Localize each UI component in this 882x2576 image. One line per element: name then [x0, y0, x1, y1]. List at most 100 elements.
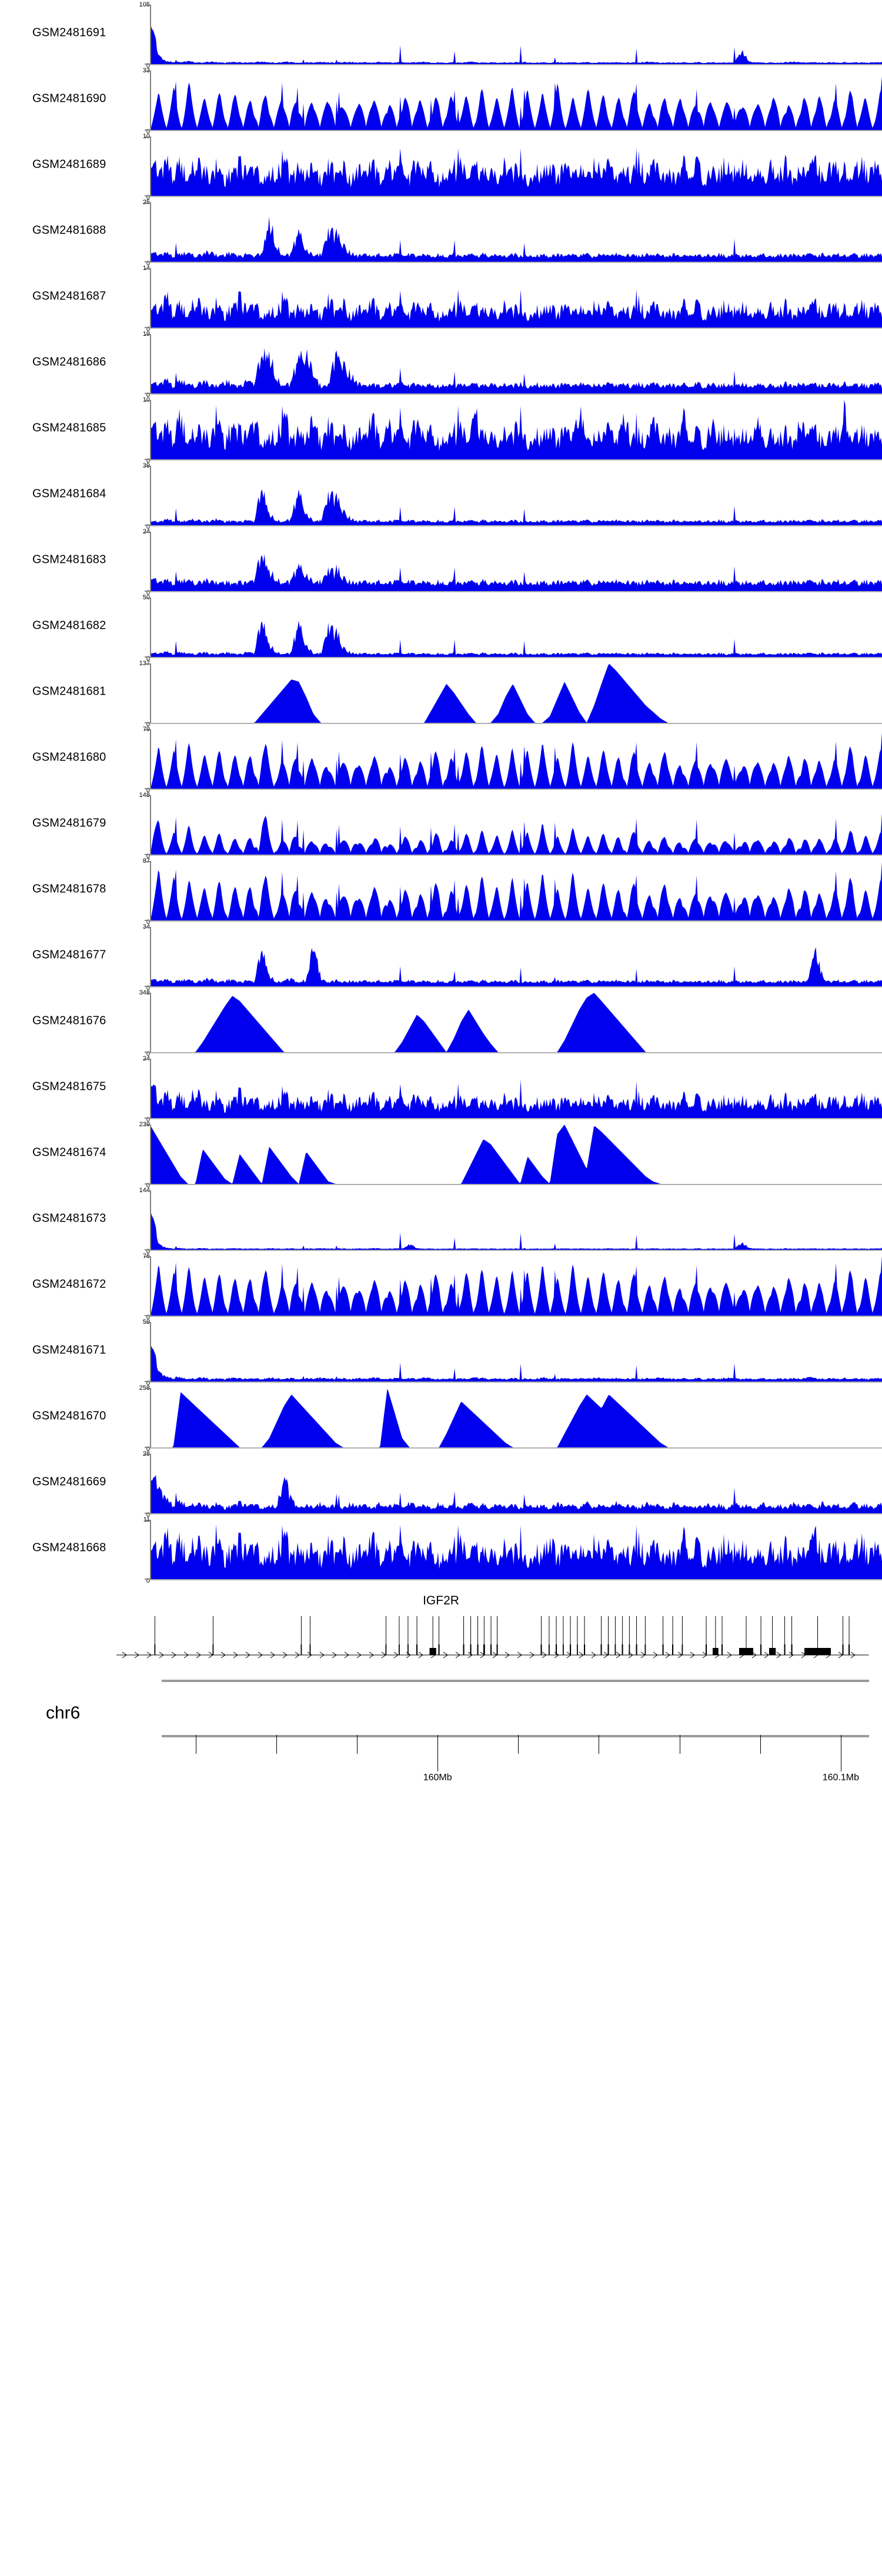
coverage-plot[interactable]: [151, 1190, 882, 1250]
axis-tick-bottom: [145, 920, 150, 921]
coverage-plot[interactable]: [151, 202, 882, 262]
coverage-plot[interactable]: [151, 466, 882, 525]
coverage-plot[interactable]: [151, 993, 882, 1052]
coverage-track[interactable]: GSM24816702580: [0, 1383, 882, 1453]
coverage-plot[interactable]: [151, 1322, 882, 1382]
axis-tick-bottom: [145, 854, 150, 855]
track-y-axis: [150, 1190, 151, 1250]
coverage-track[interactable]: GSM2481673 144 0: [0, 1186, 882, 1255]
coverage-track[interactable]: GSM2481674 239 0: [0, 1120, 882, 1189]
coverage-track[interactable]: GSM2481683240: [0, 527, 882, 596]
track-y-axis: [150, 1520, 151, 1580]
coverage-plot[interactable]: [151, 136, 882, 196]
coverage-track[interactable]: GSM2481681 137 0: [0, 659, 882, 728]
axis-tick-bottom: [145, 1052, 150, 1053]
axis-tick-minor: [760, 1735, 761, 1754]
axis-min-label: 0: [146, 260, 150, 267]
coverage-plot[interactable]: [151, 927, 882, 986]
coverage-track[interactable]: GSM2481685100: [0, 395, 882, 465]
axis-min-label: 0: [146, 1380, 150, 1387]
axis-min-label: 0: [146, 1182, 150, 1189]
track-y-axis: [150, 136, 151, 196]
coverage-plot[interactable]: [151, 1059, 882, 1118]
track-label: GSM2481689: [32, 158, 106, 171]
coverage-track[interactable]: GSM2481690330: [0, 66, 882, 135]
coverage-track[interactable]: GSM2481671590: [0, 1317, 882, 1387]
track-baseline: [150, 1184, 882, 1185]
coverage-plot[interactable]: [151, 663, 882, 723]
axis-min-label: 0: [146, 919, 150, 926]
axis-tick-bottom: [145, 195, 150, 196]
coverage-plot[interactable]: [151, 861, 882, 920]
coverage-plot[interactable]: [151, 598, 882, 657]
axis-min-label: 0: [146, 1050, 150, 1057]
coverage-track[interactable]: GSM24816791480: [0, 790, 882, 860]
track-y-axis: [150, 466, 151, 526]
track-y-axis: [150, 1388, 151, 1448]
gene-annotation-track[interactable]: IGF2R: [0, 1581, 882, 1669]
axis-tick-bottom: [145, 1579, 150, 1580]
axis-min-label: 0: [146, 1116, 150, 1123]
coverage-plot[interactable]: [151, 1520, 882, 1579]
coverage-track[interactable]: GSM24816763480: [0, 988, 882, 1057]
track-label: GSM2481675: [32, 1080, 106, 1093]
track-baseline: [150, 130, 882, 131]
coverage-track[interactable]: GSM2481689100: [0, 132, 882, 201]
track-label: GSM2481677: [32, 948, 106, 962]
axis-tick-top: [145, 1388, 150, 1389]
coverage-plot[interactable]: [151, 1454, 882, 1513]
track-label: GSM2481673: [32, 1212, 106, 1225]
coverage-track[interactable]: GSM2481687140: [0, 263, 882, 333]
coverage-track[interactable]: GSM2481675240: [0, 1054, 882, 1123]
axis-min-label: 0: [146, 326, 150, 333]
gene-model-igf2r[interactable]: [0, 1611, 882, 1664]
coverage-track[interactable]: GSM2481684390: [0, 461, 882, 530]
axis-min-label: 0: [146, 392, 150, 399]
track-baseline: [150, 1316, 882, 1317]
coverage-plot[interactable]: [151, 71, 882, 130]
coverage-track[interactable]: GSM2481672760: [0, 1252, 882, 1321]
coverage-plot[interactable]: [151, 334, 882, 393]
coverage-plot[interactable]: [151, 268, 882, 328]
coverage-track[interactable]: GSM2481678870: [0, 856, 882, 926]
axis-tick-bottom: [145, 525, 150, 526]
chromosome-band-top: [162, 1680, 869, 1682]
axis-tick-top: [145, 1454, 150, 1455]
coverage-plot[interactable]: [151, 729, 882, 789]
coverage-track[interactable]: GSM2481668110: [0, 1515, 882, 1584]
track-baseline: [150, 855, 882, 856]
coverage-plot[interactable]: [151, 795, 882, 855]
coverage-track[interactable]: GSM2481680790: [0, 725, 882, 794]
coverage-track[interactable]: GSM2481686190: [0, 329, 882, 399]
coverage-plot[interactable]: [151, 1388, 882, 1447]
track-y-axis: [150, 1322, 151, 1382]
axis-tick-top: [145, 663, 150, 665]
coverage-track[interactable]: GSM2481677340: [0, 922, 882, 992]
coverage-track[interactable]: GSM2481691 105 0: [0, 0, 882, 69]
axis-min-label: 0: [146, 1314, 150, 1321]
axis-min-label: 0: [146, 853, 150, 860]
coverage-plot[interactable]: [151, 400, 882, 459]
coverage-plot[interactable]: [151, 1125, 882, 1184]
track-baseline: [150, 393, 882, 395]
coverage-plot[interactable]: [151, 1256, 882, 1316]
axis-tick-bottom: [145, 1249, 150, 1250]
track-baseline: [150, 1513, 882, 1514]
axis-tick-top: [145, 466, 150, 467]
coverage-track[interactable]: GSM2481682500: [0, 593, 882, 662]
chromosome-axis[interactable]: chr6 160Mb 160.1Mb: [0, 1669, 882, 1793]
track-baseline: [150, 591, 882, 592]
track-label: GSM2481682: [32, 619, 106, 632]
coverage-plot[interactable]: [151, 532, 882, 591]
axis-tick-top: [145, 71, 150, 72]
track-label: GSM2481686: [32, 355, 106, 369]
track-baseline: [150, 1447, 882, 1449]
axis-tick-top: [145, 861, 150, 862]
coverage-track[interactable]: GSM2481669280: [0, 1449, 882, 1519]
axis-tick-bottom: [145, 722, 150, 723]
axis-min-label: 0: [146, 1446, 150, 1453]
track-label: GSM2481687: [32, 289, 106, 303]
coverage-track[interactable]: GSM2481688250: [0, 198, 882, 267]
coverage-plot[interactable]: [151, 5, 882, 64]
track-baseline: [150, 262, 882, 263]
